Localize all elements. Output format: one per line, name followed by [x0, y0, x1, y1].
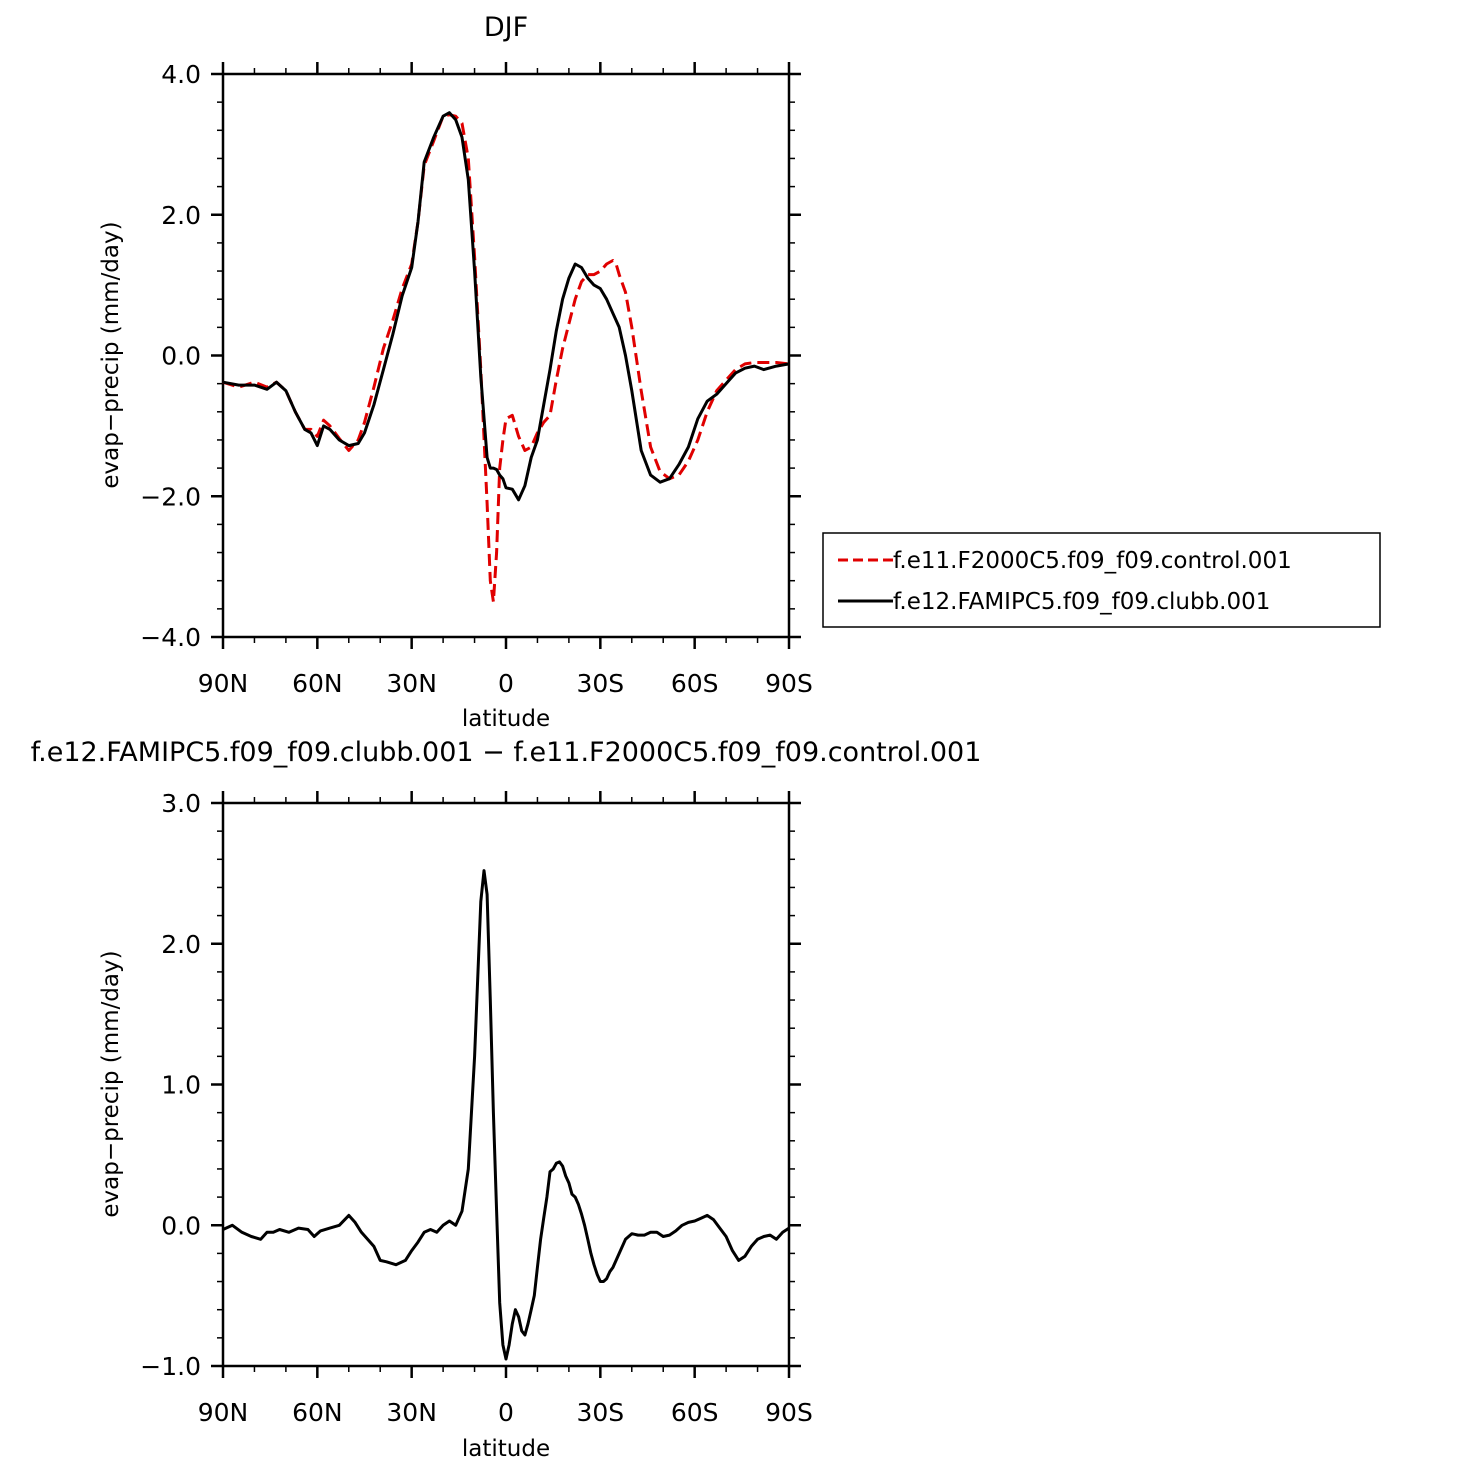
series-line-0-1 [222, 111, 790, 502]
legend-label-clubb: f.e12.FAMIPC5.f09_f09.clubb.001 [893, 589, 1270, 615]
series-line-0-0 [222, 113, 790, 604]
x-tick-label: 60N [292, 669, 343, 698]
bottom-chart-title: f.e12.FAMIPC5.f09_f09.clubb.001 − f.e11.… [31, 737, 982, 768]
y-tick-label: 3.0 [161, 789, 201, 818]
x-tick-label: 60S [671, 669, 719, 698]
series-line-1-0 [222, 869, 790, 1361]
legend-box [822, 532, 1381, 628]
x-tick-label: 90N [198, 1398, 249, 1427]
x-tick-label: 60S [671, 1398, 719, 1427]
x-tick-label: 30N [386, 669, 437, 698]
x-tick-label: 30S [576, 669, 624, 698]
plot-frame [221, 801, 791, 1368]
top-chart-legend: f.e11.F2000C5.f09_f09.control.001 f.e12.… [822, 532, 1381, 628]
legend-label-control: f.e11.F2000C5.f09_f09.control.001 [893, 548, 1292, 574]
plot-frame [221, 72, 791, 639]
x-tick-label: 60N [292, 1398, 343, 1427]
y-tick-label: −2.0 [140, 482, 201, 511]
x-tick-label: 0 [498, 1398, 514, 1427]
bottom-chart-xlabel: latitude [462, 1436, 550, 1462]
y-tick-label: 1.0 [161, 1071, 201, 1100]
y-tick-label: −4.0 [140, 623, 201, 652]
x-tick-label: 30S [576, 1398, 624, 1427]
x-tick-label: 90S [765, 669, 813, 698]
bottom-chart: f.e12.FAMIPC5.f09_f09.clubb.001 − f.e11.… [31, 737, 982, 1462]
x-tick-label: 90N [198, 669, 249, 698]
x-tick-label: 0 [498, 669, 514, 698]
y-tick-label: −1.0 [140, 1352, 201, 1381]
x-tick-label: 90S [765, 1398, 813, 1427]
y-tick-label: 2.0 [161, 930, 201, 959]
y-tick-label: 0.0 [161, 342, 201, 371]
y-tick-label: 0.0 [161, 1211, 201, 1240]
top-chart-xlabel: latitude [462, 706, 550, 732]
y-tick-label: 2.0 [161, 201, 201, 230]
x-tick-label: 30N [386, 1398, 437, 1427]
top-chart-title: DJF [484, 12, 528, 43]
top-chart: DJF evap−precip (mm/day) latitude 90N 60N… [98, 12, 813, 732]
y-tick-label: 4.0 [161, 60, 201, 89]
top-chart-ylabel: evap−precip (mm/day) [98, 221, 124, 488]
bottom-chart-ylabel: evap−precip (mm/day) [98, 950, 124, 1217]
